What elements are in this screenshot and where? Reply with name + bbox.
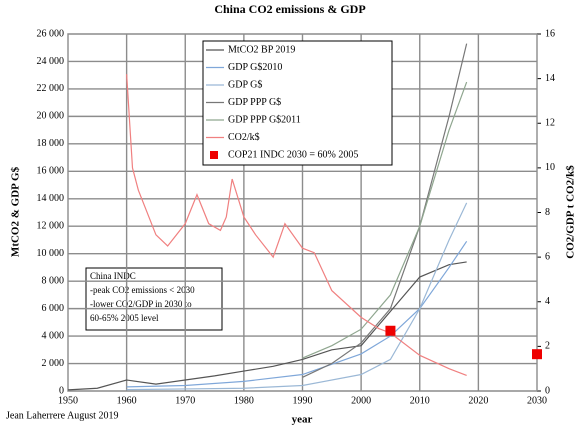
y-tick-label: 24 000 (37, 56, 65, 67)
y-tick-label: 6 000 (42, 303, 65, 314)
x-tick-label: 1960 (117, 395, 137, 406)
y2-tick-label: 14 (545, 73, 555, 84)
x-tick-label: 2010 (410, 395, 430, 406)
annotation: -lower CO2/GDP in 2030 to (90, 299, 192, 309)
series-line (126, 202, 468, 391)
annotation-box (85, 267, 223, 331)
y-tick-label: 10 000 (37, 248, 65, 259)
x-tick-label: 1970 (175, 395, 195, 406)
legend-label: GDP PPP G$2011 (228, 114, 301, 125)
legend-label: GDP G$ (228, 79, 262, 90)
y-tick-label: 18 000 (37, 138, 65, 149)
y-tick-label: 26 000 (37, 28, 65, 39)
x-tick-label: 2030 (527, 395, 547, 406)
y-tick-label: 20 000 (37, 111, 65, 122)
y-tick-label: 2 000 (42, 358, 65, 369)
y2-tick-label: 4 (545, 296, 550, 307)
y-axis-label: MtCO2 & GDP G$ (10, 166, 22, 257)
y-tick-label: 12 000 (37, 221, 65, 232)
annotation: 60-65% 2005 level (90, 313, 159, 323)
y-tick-label: 16 000 (37, 166, 65, 177)
annotation: China INDC (90, 271, 136, 281)
y-tick-label: 4 000 (42, 330, 65, 341)
y2-tick-label: 6 (545, 251, 550, 262)
annotation: -peak CO2 emissions < 2030 (90, 285, 195, 295)
x-tick-label: 2020 (468, 395, 488, 406)
x-tick-label: 1950 (58, 395, 78, 406)
legend-label: GDP PPP G$ (228, 97, 281, 108)
y2-axis-label: CO2/GDP t CO2/k$ (565, 165, 577, 259)
y2-tick-label: 2 (545, 341, 550, 352)
series-line (67, 261, 467, 391)
marker (532, 349, 542, 360)
legend-marker (210, 151, 218, 159)
marker (385, 325, 396, 336)
y-tick-label: 22 000 (37, 83, 65, 94)
y2-tick-label: 12 (545, 118, 555, 129)
series-line (302, 43, 468, 378)
y2-tick-label: 16 (545, 28, 555, 39)
y-tick-label: 14 000 (37, 193, 65, 204)
legend-box (202, 40, 393, 166)
legend-label: CO2/k$ (228, 132, 260, 143)
legend-label: MtCO2 BP 2019 (228, 44, 295, 55)
author: Jean Laherrere August 2019 (6, 410, 118, 421)
x-tick-label: 1980 (234, 395, 254, 406)
y2-tick-label: 0 (545, 385, 550, 396)
x-tick-label: 1990 (293, 395, 313, 406)
series-line (302, 81, 468, 359)
x-tick-label: 2000 (351, 395, 371, 406)
y2-tick-label: 8 (545, 207, 550, 218)
legend-label: COP21 INDC 2030 = 60% 2005 (228, 149, 358, 160)
y-tick-label: 8 000 (42, 275, 65, 286)
x-axis-label: year (292, 414, 313, 426)
y2-tick-label: 10 (545, 162, 555, 173)
series-line (126, 74, 467, 376)
legend-label: GDP G$2010 (228, 62, 282, 73)
chart-title: China CO2 emissions & GDP (214, 2, 365, 16)
series-line (126, 240, 468, 388)
y-tick-label: 0 (59, 385, 64, 396)
